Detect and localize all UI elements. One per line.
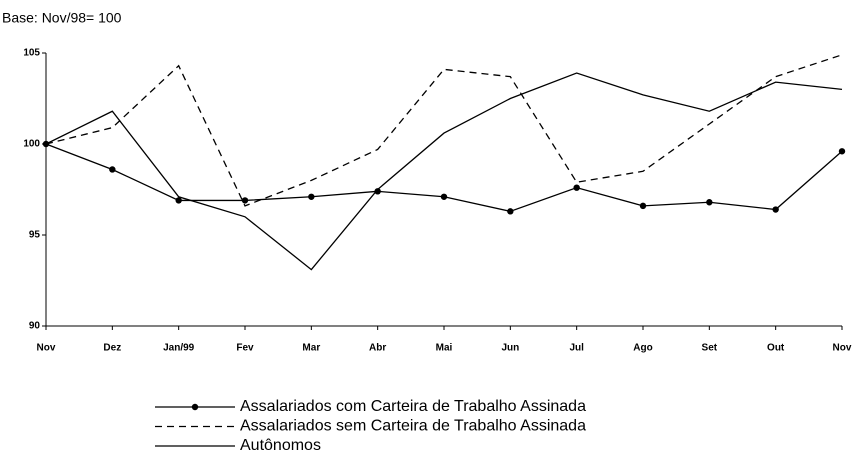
chart-subtitle: Base: Nov/98= 100 [2,10,122,26]
series-line [45,54,843,207]
x-tick-label: Out [767,343,785,354]
x-tick-label: Abr [369,343,386,354]
series-line [45,72,843,271]
x-tick-label: Ago [633,343,652,354]
x-tick-label: Nov [37,343,56,354]
x-tick-label: Jun [501,343,519,354]
x-tick-label: Dez [103,343,121,354]
data-point [440,193,448,200]
data-point [838,148,846,155]
data-point [772,206,779,213]
legend-label: Assalariados sem Carteira de Trabalho As… [240,418,586,435]
data-point [241,197,249,204]
y-tick-label: 100 [23,139,40,150]
x-tick-label: Fev [236,343,254,354]
x-tick-label: Mar [302,343,320,354]
data-point [573,184,580,191]
x-tick-label: Mai [436,343,453,354]
legend-label: Assalariados com Carteira de Trabalho As… [240,398,586,415]
x-tick-label: Jul [569,343,584,354]
x-tick-label: Nov [833,343,852,354]
data-point [639,202,647,210]
y-tick-label: 105 [23,48,40,59]
legend-marker [191,403,199,411]
data-point [175,197,182,204]
x-tick-label: Jan/99 [163,343,195,354]
legend-label: Autônomos [240,437,321,453]
y-tick-label: 95 [29,230,41,241]
x-tick-label: Set [702,343,718,354]
data-point [374,188,381,195]
series-line [45,143,843,213]
data-point [507,208,514,215]
data-point [308,193,315,200]
data-point [706,199,713,206]
y-tick-label: 90 [29,321,41,332]
data-point [109,166,116,173]
